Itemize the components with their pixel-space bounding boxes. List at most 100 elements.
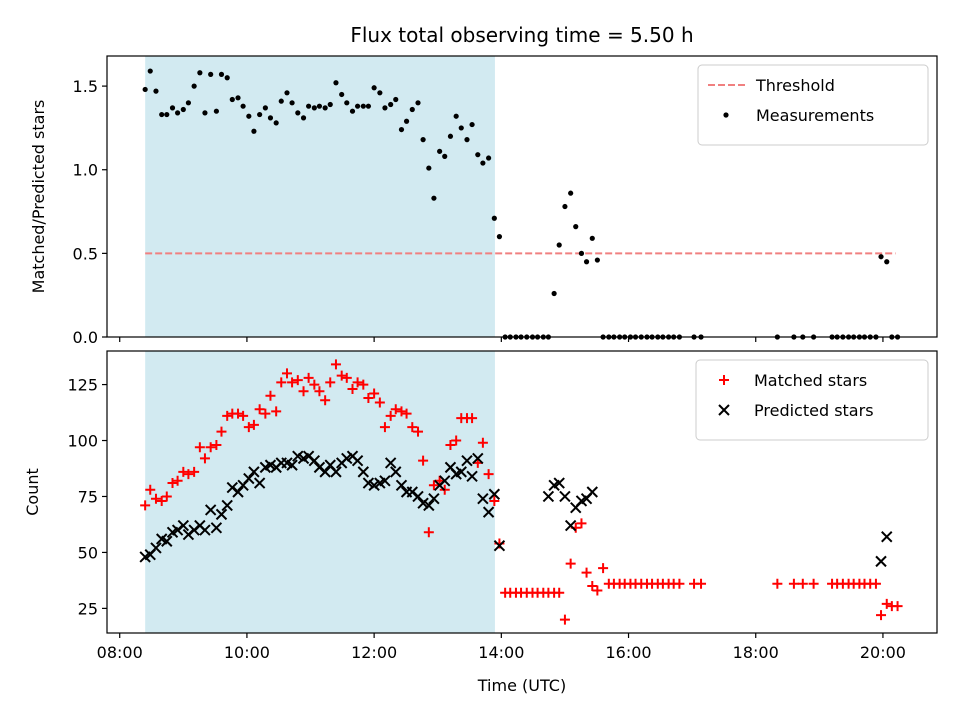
data-point (559, 490, 571, 503)
data-point (409, 106, 415, 113)
x-tick-label: 20:00 (860, 643, 906, 662)
x-tick-label: 18:00 (733, 643, 779, 662)
data-point (238, 410, 249, 421)
data-point (573, 224, 579, 230)
data-point (556, 242, 562, 248)
data-point (377, 90, 383, 96)
data-point (185, 100, 192, 106)
legend-label: Measurements (756, 106, 874, 125)
series-matched-stars (140, 359, 903, 625)
data-point (551, 290, 557, 297)
data-point (592, 585, 603, 596)
data-point (878, 254, 884, 260)
data-point (398, 126, 405, 133)
data-point (483, 469, 494, 480)
legend-label: Matched stars (754, 371, 867, 390)
data-point (289, 100, 295, 106)
legend-dot-swatch (723, 112, 729, 118)
data-point (379, 422, 390, 433)
data-point (589, 235, 595, 241)
data-point (349, 108, 356, 114)
data-point (581, 567, 592, 578)
data-point (222, 410, 233, 421)
x-axis-label: Time (UTC) (477, 676, 566, 695)
data-point (183, 469, 194, 480)
data-point (357, 466, 370, 478)
data-point (254, 404, 265, 415)
data-point (475, 152, 481, 158)
data-point (437, 148, 443, 154)
data-point (253, 477, 266, 489)
data-point (415, 100, 421, 106)
data-point (875, 555, 887, 568)
figure-title: Flux total observing time = 5.50 h (350, 23, 693, 47)
data-point (341, 372, 352, 383)
data-point (248, 466, 260, 478)
data-point (199, 524, 211, 536)
data-point (788, 578, 799, 589)
data-point (153, 88, 159, 94)
data-point (339, 91, 345, 98)
data-point (267, 115, 274, 121)
legend-box (695, 359, 929, 441)
data-point (439, 475, 451, 487)
data-point (271, 406, 282, 417)
data-point (363, 393, 374, 403)
data-point (390, 466, 402, 478)
data-point (327, 101, 333, 108)
data-point (696, 578, 707, 589)
data-point (881, 598, 892, 609)
data-point (360, 103, 366, 109)
data-point (320, 395, 331, 406)
data-point (870, 578, 881, 589)
data-point (292, 375, 303, 386)
data-point (469, 121, 475, 128)
data-point (892, 601, 903, 612)
data-point (496, 234, 503, 240)
data-point (464, 137, 470, 143)
data-point (477, 493, 489, 505)
data-point (248, 419, 259, 430)
data-point (598, 563, 609, 574)
data-point (491, 215, 497, 221)
data-point (568, 190, 574, 196)
data-point (215, 508, 228, 521)
data-point (306, 103, 312, 109)
data-point (251, 128, 257, 134)
count-panel: 25 50 75 100 125 08:00 10:00 12:00 14:00 16:00 18:… (23, 350, 938, 662)
data-point (390, 404, 401, 415)
data-point (385, 410, 396, 421)
series-predicted-stars (139, 450, 893, 568)
data-point (420, 137, 426, 143)
data-point (180, 106, 186, 113)
data-point (314, 386, 325, 397)
legend: Threshold Measurements (697, 64, 929, 146)
data-point (308, 454, 321, 467)
data-point (229, 96, 235, 103)
data-point (586, 486, 598, 498)
observing-span-1 (145, 351, 495, 633)
data-point (772, 578, 783, 589)
data-point (295, 110, 301, 116)
data-point (276, 377, 287, 388)
data-point (286, 459, 298, 471)
data-point (243, 472, 255, 485)
observing-span-0 (145, 56, 495, 337)
y-tick-label: 125 (67, 376, 98, 395)
y-tick-label: 1.0 (73, 161, 98, 180)
y-tick-label: 100 (67, 432, 98, 451)
data-point (177, 519, 190, 532)
data-point (553, 477, 565, 489)
data-point (194, 442, 205, 453)
data-point (216, 426, 227, 437)
data-point (486, 155, 492, 161)
data-point (881, 531, 893, 543)
data-point (204, 504, 217, 516)
data-point (431, 195, 437, 201)
data-point (213, 108, 219, 114)
data-point (273, 120, 279, 126)
data-point (191, 83, 197, 89)
data-point (167, 478, 178, 489)
x-tick-label: 08:00 (97, 643, 143, 662)
data-point (371, 85, 377, 91)
